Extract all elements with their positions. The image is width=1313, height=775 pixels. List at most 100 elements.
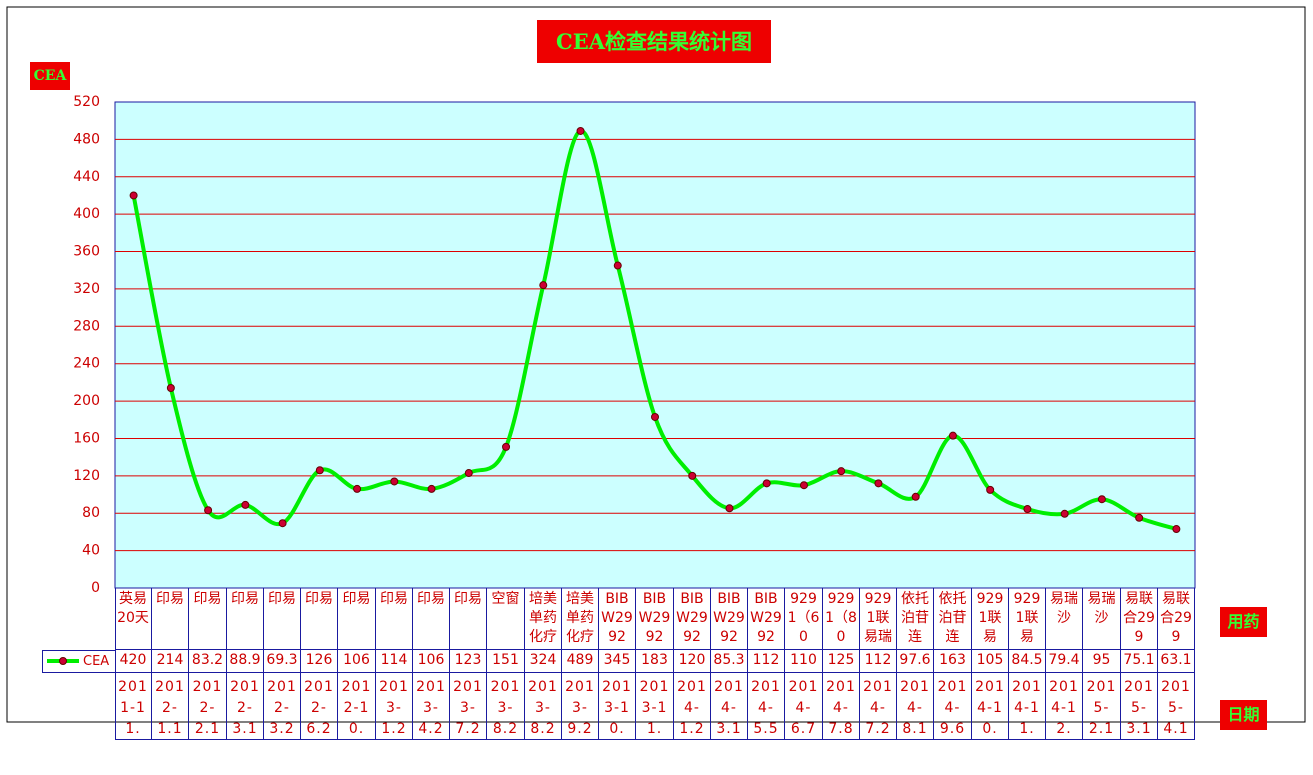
legend-label: CEA	[83, 654, 110, 669]
drug-label: 依托泊苷连	[897, 588, 934, 650]
date-label: 2014-12.	[1046, 673, 1083, 740]
data-point	[1060, 509, 1069, 518]
date-label: 2012-1.1	[152, 673, 189, 740]
drug-label: 依托泊苷连	[934, 588, 972, 650]
date-label: 2013-10.	[599, 673, 636, 740]
y-tick-label: 360	[73, 244, 100, 260]
drug-label: 印易	[264, 588, 301, 650]
date-label: 2014-9.6	[934, 673, 972, 740]
data-point	[762, 479, 771, 488]
value-label: 106	[413, 650, 450, 673]
date-label: 2014-8.1	[897, 673, 934, 740]
chart-title: CEA检查结果统计图	[537, 20, 771, 63]
date-label: 2015-4.1	[1158, 673, 1195, 740]
date-label: 2015-3.1	[1121, 673, 1158, 740]
date-label: 2014-7.2	[860, 673, 897, 740]
value-label: 151	[487, 650, 525, 673]
data-point	[129, 191, 138, 200]
data-point	[1023, 505, 1032, 514]
value-label: 420	[115, 650, 152, 673]
drug-label: BIBW2992	[674, 588, 711, 650]
date-label: 2014-11.	[1009, 673, 1046, 740]
drug-label: BIBW2992	[711, 588, 748, 650]
data-table	[115, 588, 1195, 740]
drug-label: 英易20天	[115, 588, 152, 650]
drug-label: BIBW2992	[599, 588, 636, 650]
y-tick-label: 0	[91, 580, 100, 596]
date-label: 2015-2.1	[1083, 673, 1121, 740]
y-tick-label: 240	[73, 356, 100, 372]
drug-label: 空窗	[487, 588, 525, 650]
date-label: 2014-5.5	[748, 673, 785, 740]
drug-label: 印易	[227, 588, 264, 650]
value-label: 324	[525, 650, 562, 673]
value-label: 106	[338, 650, 376, 673]
y-tick-label: 400	[73, 206, 100, 222]
data-point	[166, 383, 175, 392]
data-point	[1135, 513, 1144, 522]
data-point	[390, 477, 399, 486]
data-point	[353, 484, 362, 493]
data-point	[688, 471, 697, 480]
drug-label: 印易	[376, 588, 413, 650]
legend: CEA	[42, 650, 116, 673]
data-point	[539, 281, 548, 290]
drug-label: 易联合299	[1158, 588, 1195, 650]
y-tick-label: 440	[73, 169, 100, 185]
value-label: 84.5	[1009, 650, 1046, 673]
drug-label: 9291联易	[972, 588, 1009, 650]
drug-label: 印易	[413, 588, 450, 650]
drug-label: 培美单药化疗	[525, 588, 562, 650]
data-point	[725, 504, 734, 513]
y-tick-label: 200	[73, 393, 100, 409]
value-label: 79.4	[1046, 650, 1083, 673]
value-label: 69.3	[264, 650, 301, 673]
date-label: 2014-3.1	[711, 673, 748, 740]
date-label: 2013-8.2	[525, 673, 562, 740]
date-label: 2012-2.1	[189, 673, 227, 740]
value-label: 126	[301, 650, 338, 673]
drug-label: 印易	[189, 588, 227, 650]
y-tick-label: 160	[73, 430, 100, 446]
data-point	[948, 431, 957, 440]
data-point	[874, 479, 883, 488]
value-label: 85.3	[711, 650, 748, 673]
data-point	[613, 261, 622, 270]
value-label: 105	[972, 650, 1009, 673]
data-point	[241, 500, 250, 509]
drug-label: BIBW2992	[636, 588, 674, 650]
date-label: 2014-7.8	[823, 673, 860, 740]
data-point	[502, 442, 511, 451]
value-label: 183	[636, 650, 674, 673]
data-point	[651, 412, 659, 421]
data-point	[799, 481, 808, 490]
date-label: 日期	[1220, 700, 1267, 730]
y-tick-label: 120	[73, 468, 100, 484]
value-label: 489	[562, 650, 599, 673]
y-tick-label: 40	[82, 543, 100, 559]
value-label: 83.2	[189, 650, 227, 673]
drug-label: BIBW2992	[748, 588, 785, 650]
value-label: 112	[860, 650, 897, 673]
value-label: 97.6	[897, 650, 934, 673]
drug-label: 易联合299	[1121, 588, 1158, 650]
drug-label: 易瑞沙	[1046, 588, 1083, 650]
value-label: 123	[450, 650, 487, 673]
date-label: 2012-3.2	[264, 673, 301, 740]
value-label: 114	[376, 650, 413, 673]
date-label: 2013-11.	[636, 673, 674, 740]
data-point	[427, 484, 436, 493]
date-label: 2013-7.2	[450, 673, 487, 740]
data-point	[576, 126, 585, 135]
date-label: 2013-8.2	[487, 673, 525, 740]
date-label: 2013-9.2	[562, 673, 599, 740]
drug-label: 印易	[450, 588, 487, 650]
date-label: 2014-6.7	[785, 673, 823, 740]
drug-label: 印易	[301, 588, 338, 650]
drug-label: 9291（60	[785, 588, 823, 650]
y-tick-label: 280	[73, 318, 100, 334]
value-label: 95	[1083, 650, 1121, 673]
value-label: 120	[674, 650, 711, 673]
frame	[6, 6, 1306, 723]
